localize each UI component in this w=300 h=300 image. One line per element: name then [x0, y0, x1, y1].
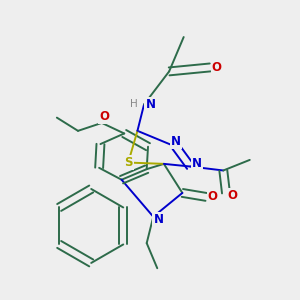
Text: S: S: [124, 156, 133, 169]
Text: O: O: [99, 110, 110, 123]
Text: N: N: [146, 98, 156, 111]
Text: O: O: [208, 190, 218, 203]
Text: N: N: [154, 213, 164, 226]
Text: H: H: [130, 99, 137, 110]
Text: O: O: [228, 189, 238, 202]
Text: O: O: [212, 61, 222, 74]
Text: N: N: [171, 135, 181, 148]
Text: N: N: [192, 158, 202, 170]
